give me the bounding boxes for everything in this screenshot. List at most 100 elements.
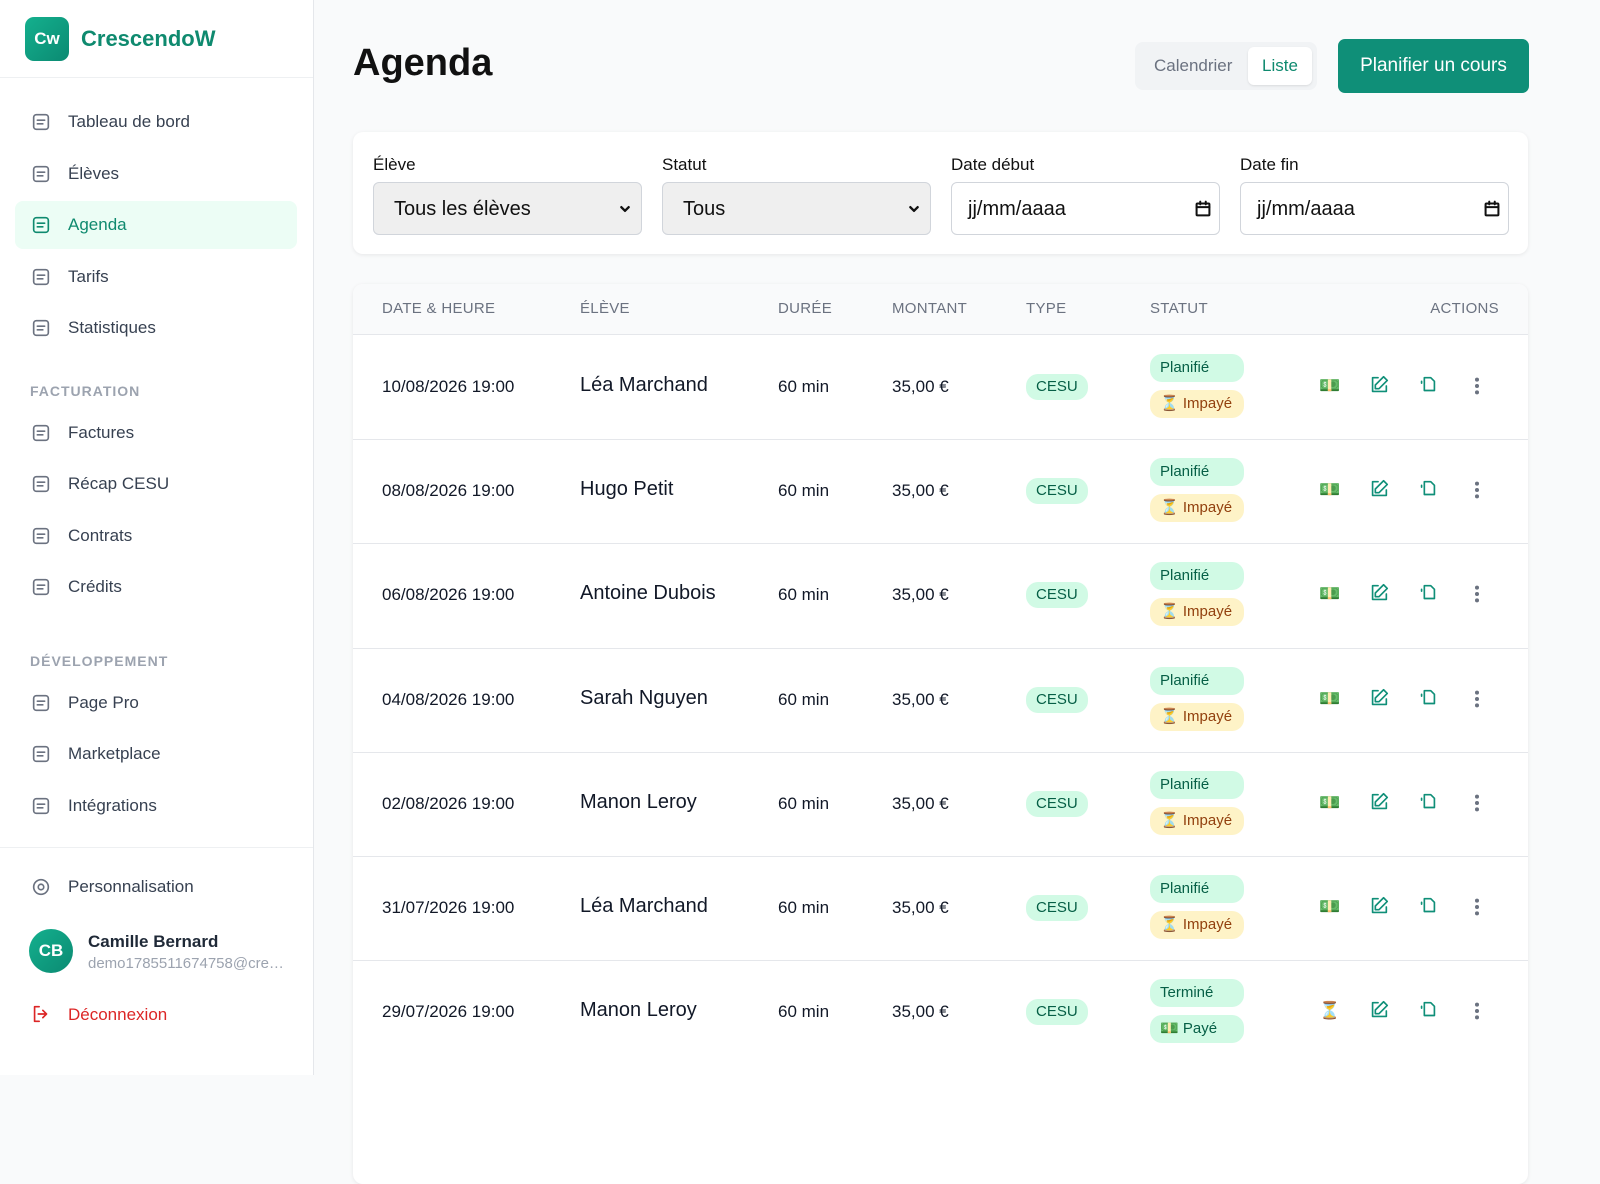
nav-item[interactable]: Page Pro — [68, 692, 139, 712]
cell-duration: 60 min — [778, 585, 830, 605]
edit-action[interactable] — [1368, 999, 1390, 1026]
filter-input[interactable]: Tous les élèves — [373, 182, 642, 235]
row-divider — [353, 960, 1528, 962]
status-badge: Planifié — [1150, 666, 1244, 695]
calendar-icon — [1481, 198, 1503, 225]
nav-item[interactable]: Élèves — [68, 163, 120, 183]
type-badge: CESU — [1026, 790, 1088, 817]
filter-input[interactable]: jj/mm/aaaa — [951, 182, 1220, 235]
more-action[interactable] — [1466, 792, 1488, 819]
nav-item[interactable]: Agenda — [68, 215, 127, 234]
duplicate-action[interactable] — [1417, 374, 1439, 401]
user-name: Camille Bernard — [88, 932, 219, 951]
nav-icon — [30, 422, 52, 449]
status-badge: Terminé — [1150, 979, 1244, 1008]
more-action[interactable] — [1466, 479, 1488, 506]
cell-amount: 35,00 € — [892, 793, 949, 813]
duplicate-action[interactable] — [1417, 687, 1439, 714]
nav-item[interactable]: Crédits — [68, 577, 122, 596]
cell-amount: 35,00 € — [892, 1002, 949, 1022]
filter-label: Date fin — [1240, 155, 1299, 174]
more-action[interactable] — [1466, 375, 1488, 402]
edit-action[interactable] — [1368, 478, 1390, 505]
filter-input[interactable]: jj/mm/aaaa — [1240, 182, 1509, 235]
primary-button[interactable]: Planifier un cours — [1338, 39, 1529, 93]
filter-input[interactable]: Tous — [662, 182, 931, 235]
nav-icon — [30, 743, 52, 770]
payment-action[interactable]: 💵 — [1319, 376, 1341, 395]
nav-item[interactable]: Tarifs — [68, 266, 109, 286]
cell-duration: 60 min — [778, 689, 830, 709]
column-header: DURÉE — [778, 300, 833, 317]
filter-value: jj/mm/aaaa — [968, 198, 1066, 220]
brand-name: CrescendoW — [81, 26, 216, 51]
payment-action[interactable]: 💵 — [1319, 897, 1341, 916]
nav-item[interactable]: Contrats — [68, 525, 133, 545]
type-badge: CESU — [1026, 895, 1088, 921]
table-head-bg — [353, 284, 1528, 335]
duplicate-action[interactable] — [1417, 999, 1439, 1026]
nav-icon — [30, 214, 52, 241]
settings-icon — [30, 876, 52, 903]
filter-label: Date début — [951, 155, 1035, 174]
divider — [0, 77, 313, 78]
nav-icon — [30, 692, 52, 719]
nav-item[interactable]: Marketplace — [68, 744, 161, 763]
duplicate-action[interactable] — [1417, 895, 1439, 922]
nav-icon — [30, 473, 52, 500]
more-action[interactable] — [1466, 688, 1488, 715]
payment-action[interactable]: 💵 — [1319, 480, 1341, 500]
duplicate-action[interactable] — [1417, 582, 1439, 609]
nav-item[interactable]: Intégrations — [68, 795, 157, 815]
status-badge: Planifié — [1150, 770, 1244, 799]
nav-item[interactable]: Statistiques — [68, 318, 156, 337]
more-action[interactable] — [1466, 583, 1488, 610]
payment-action[interactable]: 💵 — [1319, 792, 1341, 812]
payment-badge: ⏳ Impayé — [1150, 390, 1244, 418]
cell-student[interactable]: Antoine Dubois — [580, 582, 716, 605]
settings-link[interactable]: Personnalisation — [68, 877, 194, 896]
logout-link[interactable]: Déconnexion — [68, 1005, 168, 1024]
more-action[interactable] — [1466, 1000, 1488, 1027]
cell-student[interactable]: Manon Leroy — [580, 790, 697, 813]
sidebar-nav: Tableau de bord Élèves Agenda Tarifs Statist… — [0, 78, 313, 847]
edit-action[interactable] — [1368, 582, 1390, 609]
nav-active-bg — [15, 201, 297, 249]
more-action[interactable] — [1466, 896, 1488, 923]
cell-student[interactable]: Léa Marchand — [580, 374, 708, 396]
user-email: demo1785511674758@cre… — [88, 955, 284, 972]
nav-icon — [30, 317, 52, 344]
cell-duration: 60 min — [778, 898, 830, 917]
edit-action[interactable] — [1368, 687, 1390, 714]
payment-badge: ⏳ Impayé — [1150, 911, 1244, 939]
edit-action[interactable] — [1368, 791, 1390, 818]
payment-action[interactable]: ⏳ — [1319, 1001, 1341, 1021]
cell-date: 08/08/2026 19:00 — [382, 481, 515, 501]
payment-action[interactable]: 💵 — [1319, 688, 1341, 708]
filter-value: Tous — [683, 198, 726, 220]
type-badge: CESU — [1026, 999, 1088, 1026]
nav-item[interactable]: Récap CESU — [68, 474, 170, 493]
type-badge: CESU — [1026, 478, 1088, 505]
filter-label: Statut — [662, 155, 707, 174]
status-badge: Planifié — [1150, 562, 1244, 591]
main: Agenda Calendrier Liste Planifier un cours É… — [314, 0, 1600, 1184]
cell-date: 02/08/2026 19:00 — [382, 793, 515, 813]
duplicate-action[interactable] — [1417, 478, 1439, 505]
cell-student[interactable]: Léa Marchand — [580, 895, 708, 917]
status-badge: Planifié — [1150, 354, 1244, 382]
cell-student[interactable]: Sarah Nguyen — [580, 686, 708, 709]
view-toggle-option[interactable]: Calendrier — [1154, 56, 1233, 75]
view-toggle-option[interactable]: Liste — [1248, 47, 1312, 85]
cell-student[interactable]: Manon Leroy — [580, 999, 697, 1022]
payment-action[interactable]: 💵 — [1319, 584, 1341, 604]
duplicate-action[interactable] — [1417, 791, 1439, 818]
nav-icon — [30, 266, 52, 293]
edit-action[interactable] — [1368, 374, 1390, 401]
column-header: TYPE — [1026, 300, 1067, 317]
cell-student[interactable]: Hugo Petit — [580, 478, 674, 501]
nav-item[interactable]: Factures — [68, 422, 135, 442]
edit-action[interactable] — [1368, 895, 1390, 922]
cell-amount: 35,00 € — [892, 585, 949, 605]
nav-item[interactable]: Tableau de bord — [68, 112, 190, 131]
